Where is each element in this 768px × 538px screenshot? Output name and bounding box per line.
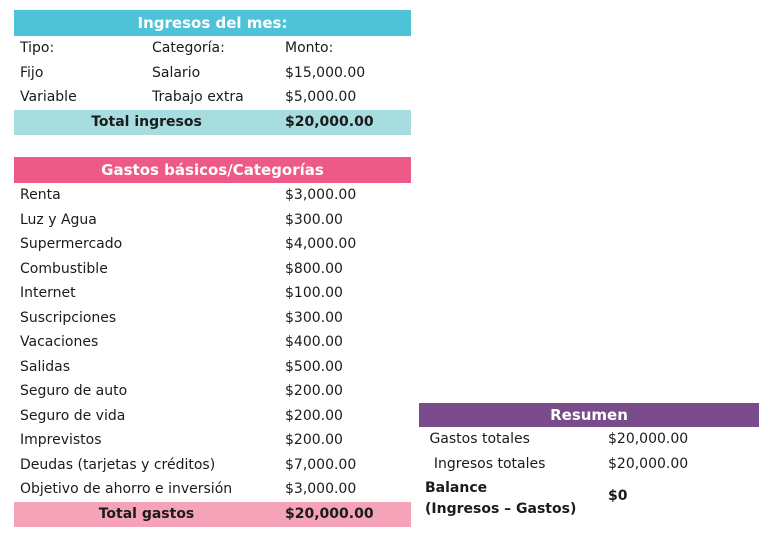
- gastos-monto: $7,000.00: [285, 456, 357, 473]
- gastos-monto: $3,000.00: [285, 187, 357, 203]
- ingresos-title: Ingresos del mes:: [14, 10, 411, 36]
- resumen-balance-label: Balance (Ingresos – Gastos): [425, 478, 576, 520]
- ingresos-header-categoria: Categoría:: [152, 40, 225, 56]
- resumen-balance-row: Balance (Ingresos – Gastos) $0: [419, 476, 759, 520]
- gastos-row: Imprevistos $200.00: [14, 428, 411, 453]
- resumen-row: Gastos totales $20,000.00: [419, 427, 759, 452]
- gastos-title: Gastos básicos/Categorías: [14, 157, 411, 183]
- gastos-categoria: Salidas: [20, 358, 71, 375]
- resumen-table: Resumen Gastos totales $20,000.00 Ingres…: [419, 403, 759, 520]
- gastos-monto: $200.00: [285, 407, 343, 424]
- ingresos-total-label: Total ingresos: [91, 113, 202, 130]
- gastos-monto: $200.00: [285, 432, 343, 448]
- gastos-row: Internet $100.00: [14, 281, 411, 306]
- gastos-row: Seguro de vida $200.00: [14, 404, 411, 429]
- gastos-monto: $400.00: [285, 334, 343, 350]
- gastos-total-value: $20,000.00: [285, 505, 374, 522]
- gastos-categoria: Internet: [20, 285, 76, 301]
- ingresos-tipo: Fijo: [20, 64, 44, 81]
- ingresos-row: Variable Trabajo extra $5,000.00: [14, 85, 411, 110]
- gastos-monto: $800.00: [285, 260, 343, 277]
- gastos-row: Combustible $800.00: [14, 257, 411, 282]
- gastos-categoria: Objetivo de ahorro e inversión: [20, 481, 233, 497]
- ingresos-total-value: $20,000.00: [285, 113, 374, 130]
- gastos-categoria: Seguro de auto: [20, 383, 128, 399]
- gastos-row: Supermercado $4,000.00: [14, 232, 411, 257]
- gastos-monto: $300.00: [285, 211, 343, 228]
- resumen-gastos-label: Gastos totales: [425, 431, 530, 447]
- gastos-row: Suscripciones $300.00: [14, 306, 411, 331]
- gastos-categoria: Deudas (tarjetas y créditos): [20, 456, 216, 473]
- gastos-row: Renta $3,000.00: [14, 183, 411, 208]
- ingresos-header-tipo: Tipo:: [20, 40, 55, 56]
- gastos-categoria: Luz y Agua: [20, 211, 97, 228]
- gastos-row: Seguro de auto $200.00: [14, 379, 411, 404]
- gastos-categoria: Supermercado: [20, 236, 123, 252]
- ingresos-header-row: Tipo: Categoría: Monto:: [14, 36, 411, 61]
- resumen-title: Resumen: [419, 403, 759, 427]
- gastos-monto: $100.00: [285, 285, 343, 301]
- ingresos-monto: $5,000.00: [285, 89, 357, 105]
- ingresos-categoria: Salario: [152, 64, 201, 81]
- ingresos-row: Fijo Salario $15,000.00: [14, 61, 411, 86]
- gastos-total-row: Total gastos $20,000.00: [14, 501, 411, 527]
- gastos-monto: $3,000.00: [285, 481, 357, 497]
- gastos-categoria: Vacaciones: [20, 334, 99, 350]
- gastos-table: Gastos básicos/Categorías Renta $3,000.0…: [14, 157, 411, 527]
- gastos-row: Salidas $500.00: [14, 355, 411, 380]
- ingresos-monto: $15,000.00: [285, 64, 366, 81]
- ingresos-total-row: Total ingresos $20,000.00: [14, 109, 411, 135]
- resumen-balance-value: $0: [608, 488, 628, 504]
- gastos-categoria: Imprevistos: [20, 432, 102, 448]
- resumen-ingresos-label: Ingresos totales: [425, 455, 546, 472]
- gastos-categoria: Renta: [20, 187, 61, 203]
- resumen-gastos-value: $20,000.00: [608, 431, 689, 447]
- gastos-total-label: Total gastos: [98, 505, 195, 522]
- gastos-row: Deudas (tarjetas y créditos) $7,000.00: [14, 453, 411, 478]
- gastos-monto: $500.00: [285, 358, 343, 375]
- gastos-monto: $4,000.00: [285, 236, 357, 252]
- resumen-ingresos-value: $20,000.00: [608, 455, 689, 472]
- gastos-row: Objetivo de ahorro e inversión $3,000.00: [14, 477, 411, 502]
- resumen-row: Ingresos totales $20,000.00: [419, 452, 759, 477]
- ingresos-categoria: Trabajo extra: [152, 89, 244, 105]
- ingresos-tipo: Variable: [20, 89, 77, 105]
- gastos-categoria: Suscripciones: [20, 309, 117, 326]
- balance-label-line1: Balance: [425, 480, 488, 496]
- ingresos-table: Ingresos del mes: Tipo: Categoría: Monto…: [14, 10, 411, 135]
- gastos-monto: $300.00: [285, 309, 343, 326]
- gastos-categoria: Seguro de vida: [20, 407, 126, 424]
- gastos-row: Vacaciones $400.00: [14, 330, 411, 355]
- gastos-categoria: Combustible: [20, 260, 108, 277]
- gastos-row: Luz y Agua $300.00: [14, 208, 411, 233]
- ingresos-header-monto: Monto:: [285, 40, 334, 56]
- balance-label-line2: (Ingresos – Gastos): [425, 501, 577, 517]
- gastos-monto: $200.00: [285, 383, 343, 399]
